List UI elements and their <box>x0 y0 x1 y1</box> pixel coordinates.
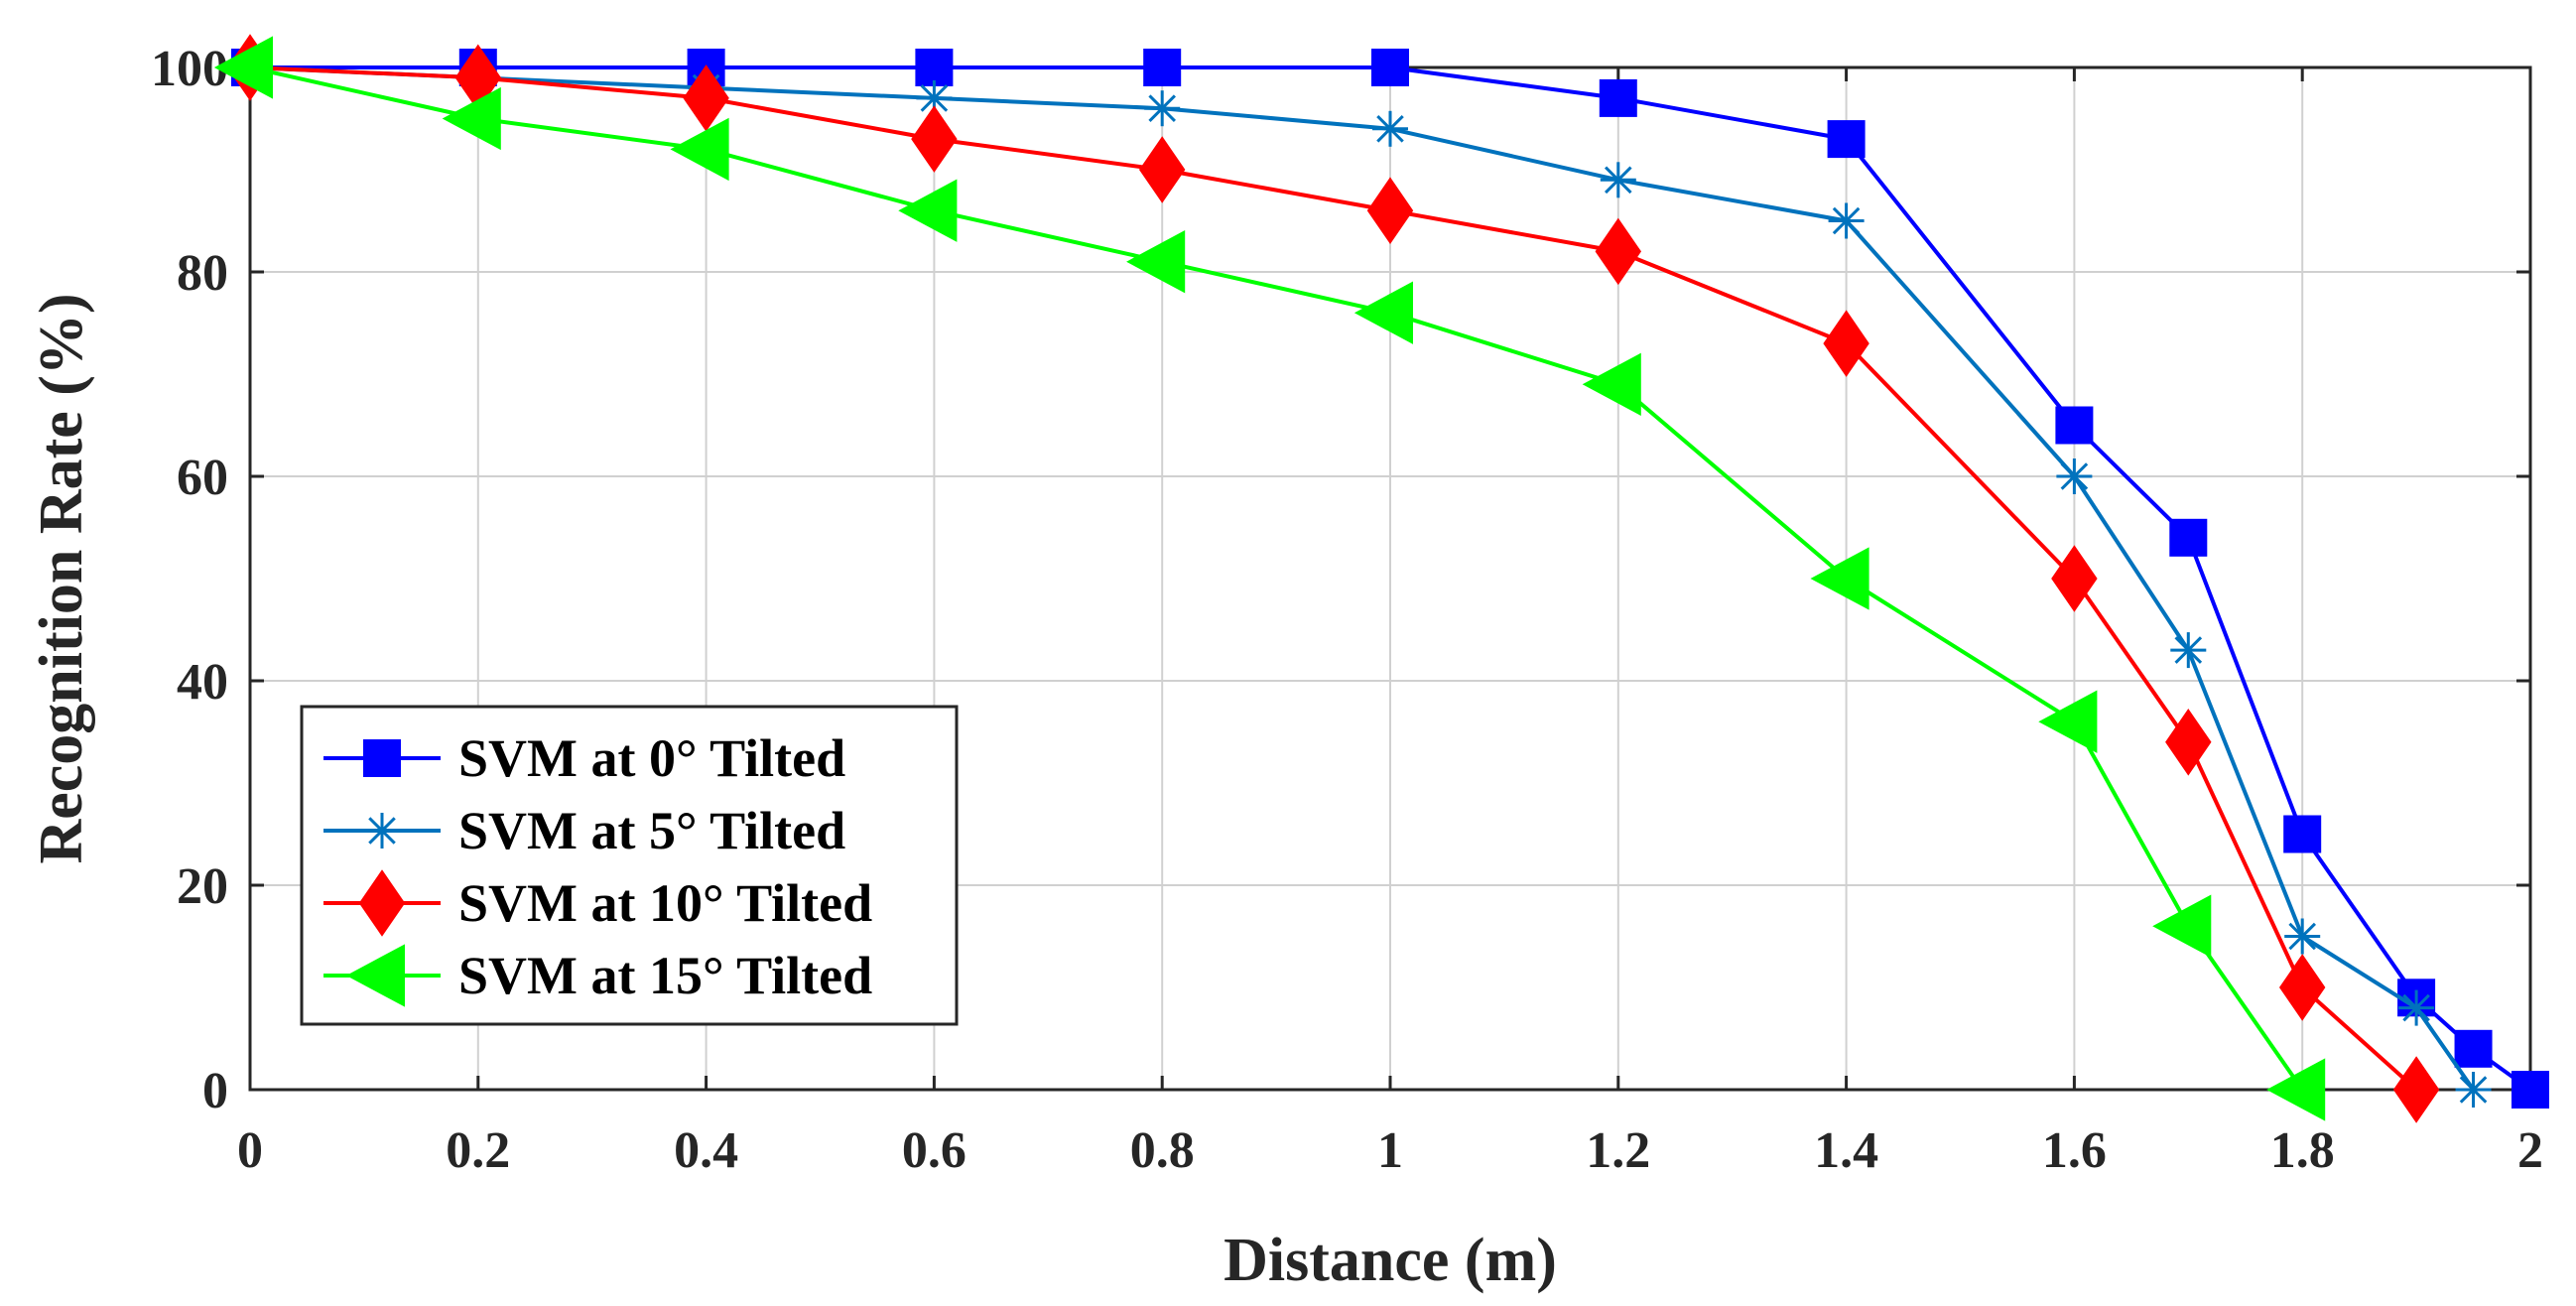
y-tick-label: 20 <box>177 858 228 915</box>
y-tick-label: 100 <box>151 41 228 97</box>
data-point <box>2278 954 2326 1021</box>
data-point <box>1372 110 1408 147</box>
legend-label: SVM at 15° Tilted <box>458 946 872 1005</box>
data-point <box>1827 120 1866 159</box>
legend-label: SVM at 10° Tilted <box>458 873 872 933</box>
data-point <box>2266 1058 2326 1121</box>
y-axis-title: Recognition Rate (%) <box>28 293 95 863</box>
data-point <box>2169 518 2208 557</box>
y-tick-label: 40 <box>177 654 228 711</box>
data-point <box>1143 49 1182 86</box>
data-point <box>1138 136 1186 203</box>
data-point <box>1126 230 1186 294</box>
data-point <box>1371 49 1409 86</box>
data-point <box>1599 78 1637 117</box>
y-tick-label: 60 <box>177 450 228 506</box>
data-point <box>683 65 729 132</box>
data-point <box>2283 815 2322 853</box>
data-point <box>363 739 401 777</box>
x-tick-label: 0.8 <box>1130 1122 1195 1179</box>
x-tick-label: 0.2 <box>446 1122 510 1179</box>
x-tick-label: 1 <box>1377 1122 1403 1179</box>
data-point <box>358 869 406 937</box>
data-point <box>2165 709 2212 776</box>
data-point <box>2038 690 2098 753</box>
data-point <box>345 944 405 1007</box>
data-point <box>2055 406 2094 445</box>
data-point <box>1595 217 1642 286</box>
legend-item: SVM at 10° Tilted <box>323 869 872 937</box>
legend-item: SVM at 5° Tilted <box>323 801 845 860</box>
x-tick-label: 0.4 <box>674 1122 738 1179</box>
x-tick-label: 1.6 <box>2042 1122 2107 1179</box>
data-point <box>1353 281 1413 344</box>
data-point <box>1823 310 1869 377</box>
data-point <box>2152 894 2212 958</box>
series-0 <box>231 49 2549 1109</box>
x-axis-title: Distance (m) <box>1224 1227 1557 1294</box>
x-tick-label: 1.2 <box>1586 1122 1650 1179</box>
x-tick-label: 1.8 <box>2270 1122 2335 1179</box>
data-point <box>2455 1072 2492 1108</box>
data-point <box>1366 177 1414 244</box>
data-point <box>2170 632 2207 669</box>
y-tick-label: 0 <box>202 1063 228 1119</box>
data-point <box>442 86 501 151</box>
data-point <box>1600 162 1636 198</box>
legend: SVM at 0° Tilted SVM at 5° Tilted SVM at 1… <box>300 705 959 1026</box>
data-point <box>1810 547 1869 610</box>
data-point <box>2398 989 2435 1026</box>
data-point <box>915 49 954 86</box>
x-tick-label: 0.6 <box>902 1122 966 1179</box>
data-point <box>2284 918 2321 955</box>
data-point <box>1582 352 1641 416</box>
data-point <box>2512 1071 2549 1109</box>
series-3 <box>213 36 2326 1121</box>
data-point <box>2392 1056 2440 1123</box>
y-tick-label: 80 <box>177 245 228 302</box>
legend-label: SVM at 5° Tilted <box>458 801 845 860</box>
legend-label: SVM at 0° Tilted <box>458 728 845 788</box>
data-point <box>1144 90 1181 127</box>
x-tick-label: 2 <box>2517 1122 2543 1179</box>
data-point <box>213 36 273 99</box>
legend-item: SVM at 15° Tilted <box>323 944 872 1007</box>
series-line <box>249 65 2418 1092</box>
x-tick-label: 1.4 <box>1814 1122 1878 1179</box>
data-point <box>898 179 958 242</box>
data-point <box>670 117 729 182</box>
x-tick-label: 0 <box>237 1122 263 1179</box>
legend-item: SVM at 0° Tilted <box>323 728 845 788</box>
series-line <box>250 65 2532 1092</box>
data-point <box>911 105 958 173</box>
data-point <box>2056 458 2093 494</box>
data-series <box>213 34 2549 1123</box>
data-point <box>2051 545 2098 612</box>
data-point <box>364 813 400 849</box>
data-point <box>1828 202 1865 239</box>
data-point <box>2454 1029 2493 1068</box>
